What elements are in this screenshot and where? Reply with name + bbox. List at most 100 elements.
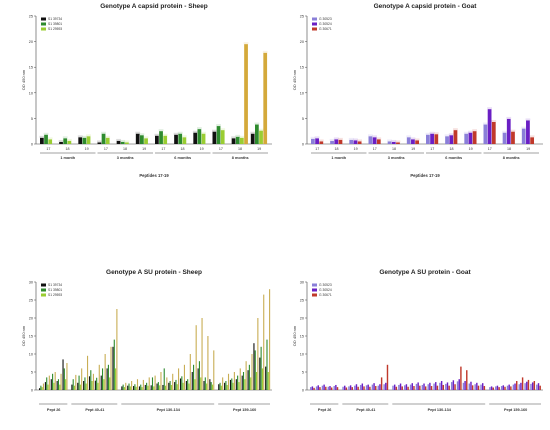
- bar: [48, 375, 50, 390]
- bar: [334, 139, 339, 144]
- bar: [430, 133, 434, 144]
- bar: [211, 384, 214, 390]
- bar: [526, 120, 530, 144]
- bar: [220, 385, 222, 390]
- bar: [146, 382, 148, 390]
- group-label: Pept 26: [47, 408, 61, 412]
- bar: [480, 384, 482, 390]
- bar: [359, 384, 362, 390]
- bar: [440, 381, 443, 390]
- error-bar: [510, 129, 516, 132]
- error-bar: [329, 138, 335, 141]
- bar: [445, 136, 449, 144]
- bar: [413, 386, 415, 390]
- bar: [116, 140, 121, 144]
- error-bar: [139, 133, 145, 136]
- bar: [63, 138, 68, 144]
- bar: [261, 368, 263, 390]
- error-bar: [177, 131, 183, 134]
- error-bar: [338, 137, 343, 140]
- bar: [92, 373, 94, 390]
- bar: [59, 384, 61, 390]
- error-bar: [487, 107, 492, 110]
- error-bar: [135, 131, 141, 134]
- bar: [242, 372, 245, 390]
- error-bar: [77, 135, 83, 138]
- error-bar: [472, 129, 478, 132]
- bar: [144, 138, 148, 144]
- bar: [330, 387, 333, 390]
- legend-swatch: [41, 22, 46, 26]
- bar: [238, 382, 240, 390]
- bar: [433, 383, 435, 390]
- bar: [371, 384, 374, 390]
- bar: [385, 382, 387, 390]
- x-tick-label: 17: [488, 147, 492, 151]
- y-tick-label: 15: [29, 66, 33, 70]
- chart-panel-2: Genotype A capsid protein - Goat 0 5 10 15 20…: [292, 3, 543, 178]
- error-bar: [235, 134, 241, 137]
- bar: [53, 382, 55, 390]
- error-bar: [318, 139, 324, 142]
- bar: [73, 385, 76, 390]
- error-bar: [258, 128, 264, 131]
- x-tick-label: 19: [411, 147, 415, 151]
- error-bar: [154, 133, 160, 136]
- error-bar: [212, 129, 217, 132]
- bar: [97, 382, 99, 390]
- y-tick-label: 10: [29, 91, 33, 95]
- bar: [233, 372, 235, 390]
- bar: [225, 381, 227, 390]
- bar: [409, 384, 412, 390]
- bar: [472, 131, 477, 144]
- legend-swatch: [312, 293, 317, 297]
- bar: [104, 354, 106, 390]
- bar: [41, 387, 43, 390]
- error-bar: [239, 135, 245, 138]
- bar: [67, 140, 72, 144]
- bar: [375, 386, 377, 390]
- error-bar: [310, 136, 316, 139]
- group-label: 6 months: [445, 156, 462, 160]
- error-bar: [182, 135, 187, 138]
- bar: [458, 379, 460, 390]
- bar: [526, 381, 528, 390]
- bar: [516, 381, 518, 390]
- bar: [150, 385, 152, 390]
- bar: [219, 382, 221, 390]
- bar: [172, 373, 174, 390]
- error-bar: [368, 134, 373, 137]
- bar: [59, 141, 63, 144]
- bar: [96, 377, 98, 390]
- y-tick-label: 10: [29, 353, 33, 357]
- group-label: 3 months: [117, 156, 134, 160]
- error-bar: [201, 131, 206, 134]
- error-bar: [348, 137, 354, 140]
- legend-label: S1 29593: [48, 27, 62, 31]
- bar: [464, 381, 466, 390]
- bar: [417, 382, 419, 390]
- bar: [483, 386, 486, 390]
- error-bar: [86, 134, 91, 137]
- bar: [193, 364, 195, 390]
- bar: [325, 386, 327, 390]
- y-tick-label: 5: [302, 117, 304, 121]
- bar: [319, 387, 321, 390]
- bar: [372, 137, 377, 144]
- bar: [148, 377, 150, 390]
- legend-label: G 30671: [319, 27, 332, 31]
- error-bar: [82, 135, 87, 138]
- bar: [411, 139, 415, 144]
- bar: [426, 134, 430, 144]
- bar: [78, 137, 83, 144]
- error-bar: [262, 50, 268, 53]
- bar: [396, 142, 400, 144]
- x-tick-label: 18: [334, 147, 338, 151]
- bar: [135, 386, 137, 390]
- group-label: 1 month: [331, 156, 346, 160]
- bar: [181, 376, 183, 390]
- bar: [170, 384, 172, 390]
- error-bar: [220, 128, 226, 131]
- bar: [454, 384, 456, 390]
- bar: [91, 381, 93, 390]
